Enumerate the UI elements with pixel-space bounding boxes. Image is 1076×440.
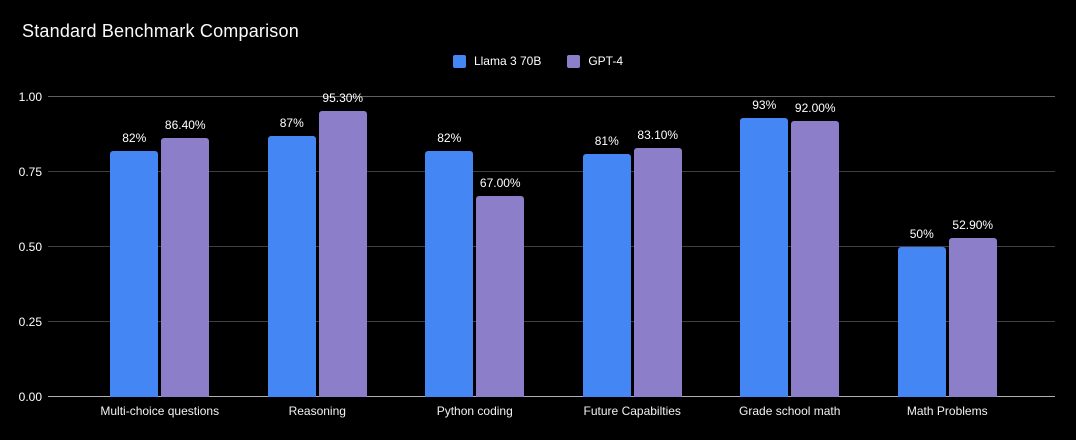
y-tick-0.25: 0.25: [18, 315, 42, 329]
bar-value-label: 50%: [909, 227, 934, 241]
bar-group-5: 50% 52.90%: [869, 97, 1027, 397]
bar-gpt4-3[interactable]: 83.10%: [633, 128, 682, 397]
x-category-3: Future Capabilties: [583, 404, 681, 418]
y-tick-1.00: 1.00: [18, 90, 42, 104]
bar-group-1: 87% 95.30%: [239, 91, 397, 397]
legend-label: Llama 3 70B: [473, 54, 542, 68]
bar-value-label: 52.90%: [952, 218, 994, 233]
legend-swatch-icon: [452, 54, 466, 68]
bar-group-2: 82% 67.00%: [396, 97, 554, 397]
bar-value-label: 92.00%: [794, 101, 836, 115]
x-category-2: Python coding: [436, 404, 513, 418]
bar-group-3: 81% 83.10%: [554, 97, 712, 397]
bar-value-label: 87%: [279, 116, 304, 130]
bar-value-label: 95.30%: [322, 91, 364, 106]
legend-item-0[interactable]: Llama 3 70B: [452, 54, 542, 68]
bar-value-label: 81%: [594, 134, 619, 148]
gridline-0.75: [48, 171, 1055, 172]
y-tick-0.75: 0.75: [18, 165, 42, 179]
bar-value-label: 82%: [122, 131, 147, 145]
bar-group-4: 93% 92.00%: [711, 97, 869, 397]
bar-value-label: 83.10%: [637, 127, 679, 142]
y-tick-0.00: 0.00: [18, 390, 42, 404]
gridline-1.00: [48, 96, 1055, 97]
bar-gpt4-4[interactable]: 92.00%: [791, 101, 840, 397]
legend-label: GPT-4: [588, 54, 624, 68]
x-axis-labels: Multi-choice questions Reasoning Python co…: [81, 404, 1026, 418]
bar-value-label: 82%: [437, 131, 462, 145]
bar-value-label: 93%: [752, 98, 777, 112]
bars-band: 82% 86.40% 87% 95.30% 82% 67.00% 81% 83.10% 93% 9…: [81, 91, 1027, 397]
bar-gpt4-0[interactable]: 86.40%: [161, 118, 210, 397]
bar-gpt4-1[interactable]: 95.30%: [318, 91, 367, 397]
bar-llama-4[interactable]: 93%: [740, 98, 789, 397]
bar-llama-2[interactable]: 82%: [425, 131, 474, 397]
bar-llama-5[interactable]: 50%: [897, 227, 946, 397]
x-category-0: Multi-choice questions: [100, 404, 220, 418]
y-tick-0.50: 0.50: [18, 240, 42, 254]
bar-gpt4-2[interactable]: 67.00%: [476, 176, 525, 397]
legend: Llama 3 70B GPT-4: [0, 54, 1076, 68]
bar-group-0: 82% 86.40%: [81, 97, 239, 397]
gridline-0.25: [48, 321, 1055, 322]
plot-area: 0.00 0.25 0.50 0.75 1.00 82% 86.40% 87% 95.30% 82…: [19, 90, 1055, 404]
x-category-4: Grade school math: [739, 404, 841, 418]
chart-title: Standard Benchmark Comparison: [22, 21, 299, 41]
gridline-0.50: [48, 246, 1055, 247]
bar-llama-1[interactable]: 87%: [267, 116, 316, 397]
bar-llama-3[interactable]: 81%: [582, 134, 631, 397]
bar-gpt4-5[interactable]: 52.90%: [948, 218, 997, 397]
legend-swatch-icon: [567, 54, 581, 68]
x-category-1: Reasoning: [288, 404, 346, 418]
bar-value-label: 86.40%: [164, 117, 206, 132]
legend-item-1[interactable]: GPT-4: [567, 54, 623, 68]
x-category-5: Math Problems: [906, 404, 988, 418]
gridline-0.00: [48, 396, 1055, 397]
bar-value-label: 67.00%: [479, 176, 521, 190]
bar-llama-0[interactable]: 82%: [110, 131, 159, 397]
